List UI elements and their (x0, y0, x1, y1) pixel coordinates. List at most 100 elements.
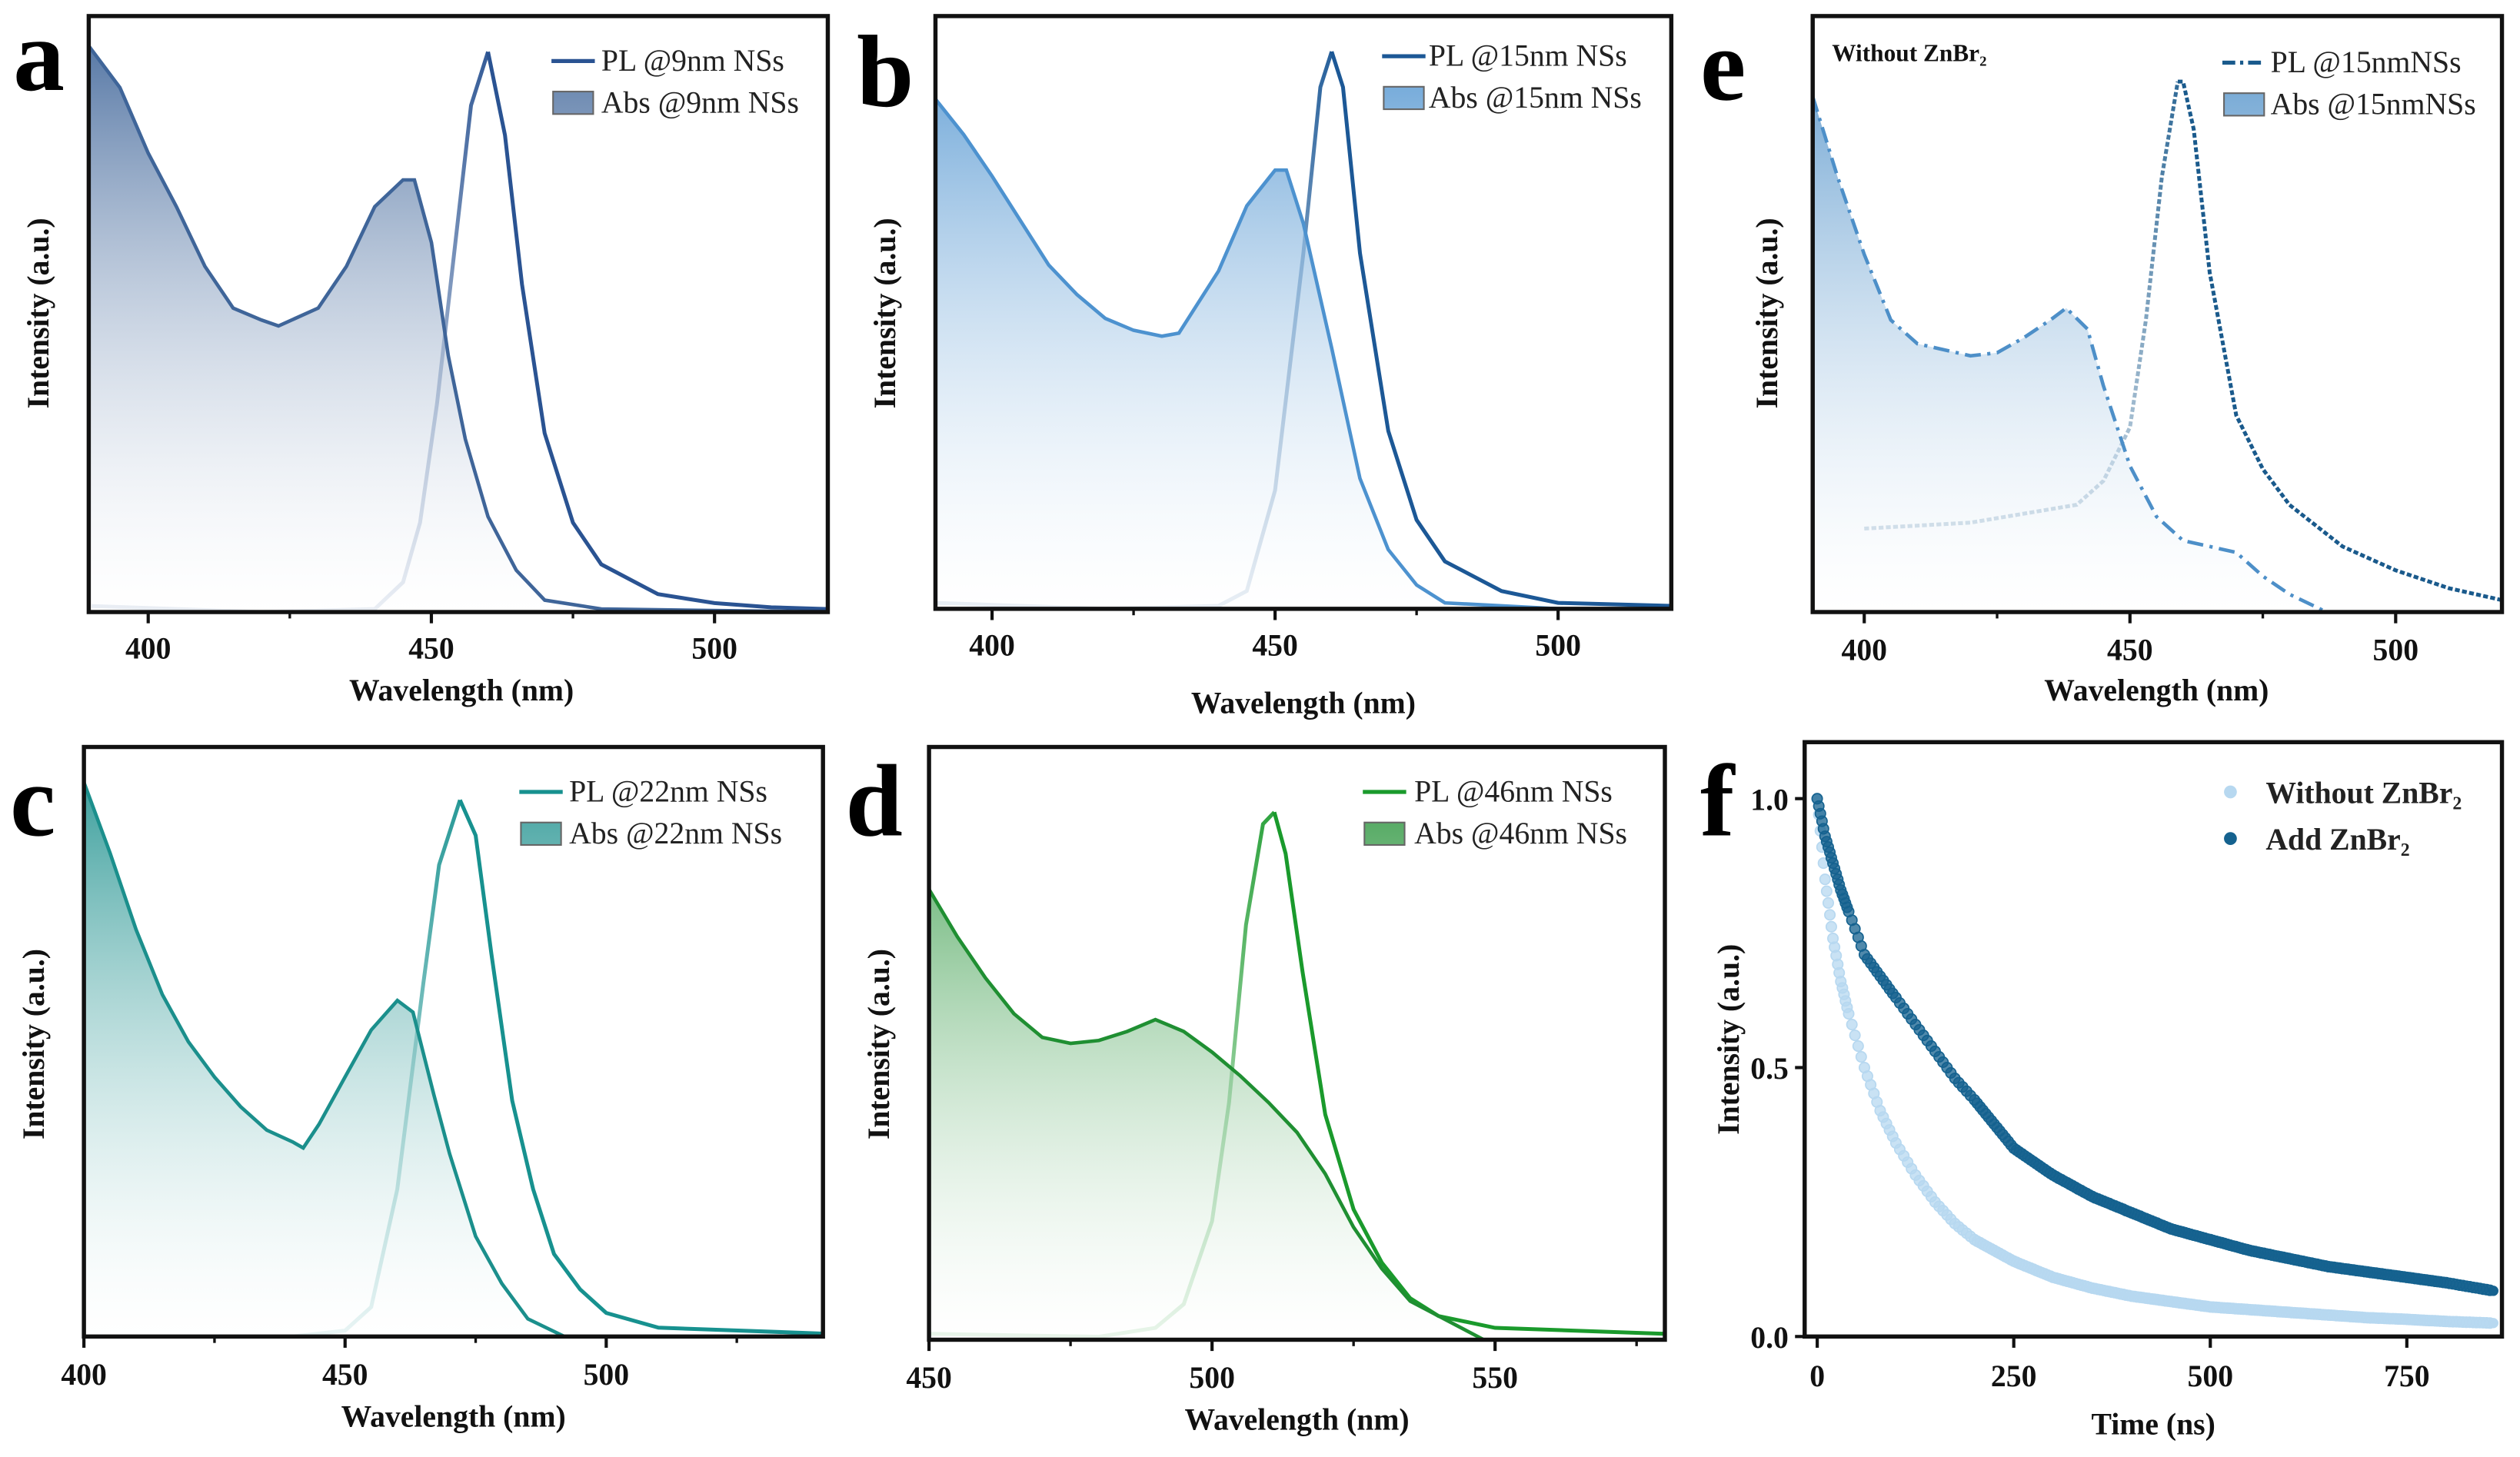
axes-frame (933, 14, 1674, 611)
x-tick-label: 0 (1809, 1359, 1825, 1393)
x-tick-label: 250 (1991, 1359, 2037, 1393)
x-tick-label: 750 (2384, 1359, 2430, 1393)
legend-label: Add ZnBr₂ (2265, 823, 2409, 857)
axes-frame (82, 744, 825, 1339)
abs-fill-area (88, 45, 828, 613)
abs-curve (934, 98, 1672, 611)
x-axis-label: Wavelength (nm) (1191, 687, 1416, 720)
data-point (1852, 1040, 1864, 1053)
legend-label: Without ZnBr₂ (2265, 777, 2462, 810)
y-axis-label: Intensity (a.u.) (862, 949, 896, 1139)
legend-marker (2224, 785, 2237, 799)
x-tick-label: 450 (2107, 634, 2153, 667)
abs-curve (82, 781, 566, 1339)
x-tick-label: 400 (61, 1358, 107, 1392)
data-point (1820, 885, 1833, 897)
panel-d: d PL @46nm NSs Abs @46nm NSs 450 500 550 Wavel… (845, 743, 1667, 1436)
data-point (1843, 1008, 1855, 1020)
y-tick-label: 1.0 (1750, 783, 1789, 817)
legend-swatch-abs (520, 821, 562, 847)
legend-swatch-abs (2223, 92, 2265, 117)
x-tick-label: 500 (584, 1358, 630, 1392)
legend-swatch-abs (1363, 821, 1406, 847)
axes-frame (1810, 14, 2505, 614)
data-point (1822, 896, 1835, 909)
pl-curve-falling (486, 51, 828, 611)
data-point (1846, 1019, 1858, 1031)
pl-curve-falling (2177, 79, 2503, 602)
legend-label: Abs @46nm NSs (1414, 817, 1627, 850)
x-tick-label: 550 (1472, 1361, 1518, 1395)
x-tick-label: 500 (691, 632, 737, 666)
x-tick-label: 500 (1535, 628, 1581, 662)
data-point (1819, 873, 1831, 886)
x-tick-label: 500 (2188, 1359, 2234, 1393)
annotation-note: Without ZnBr₂ (1832, 39, 1986, 66)
legend-label: PL @15nm NSs (1429, 39, 1627, 73)
x-tick-label: 450 (906, 1361, 952, 1395)
panel-letter: d (845, 743, 902, 857)
x-tick-label: 500 (1189, 1361, 1235, 1395)
data-point (1855, 1051, 1867, 1063)
x-axis-label: Wavelength (nm) (2044, 674, 2269, 707)
abs-curve (1811, 95, 2328, 614)
legend-label: Abs @15nmNSs (2271, 87, 2476, 121)
x-tick-label: 400 (125, 632, 171, 666)
x-axis-label: Wavelength (nm) (341, 1399, 566, 1433)
x-tick-label: 400 (969, 628, 1015, 662)
x-tick-label: 400 (1841, 634, 1887, 667)
panel-e: e PL @15nmNSs Abs @15nmNSs Without ZnBr₂ 400… (1700, 8, 2505, 707)
pl-curve-falling (1272, 811, 1666, 1336)
y-axis-label: Intensity (a.u.) (1750, 218, 1784, 408)
panel-letter: a (13, 0, 65, 112)
data-point (1825, 920, 1837, 933)
panel-letter: e (1700, 8, 1746, 122)
panel-letter: c (10, 743, 55, 857)
abs-curve (87, 45, 828, 614)
panel-f: f Without ZnBr₂ Add ZnBr₂ 0.0 0.5 1.0 0 250 500 7… (1700, 740, 2505, 1442)
abs-fill-area (929, 889, 1484, 1340)
x-axis-label: Time (ns) (2091, 1408, 2215, 1442)
data-point (1824, 909, 1836, 921)
data-point (1849, 1030, 1861, 1042)
legend-label: PL @46nm NSs (1414, 775, 1613, 809)
abs-curve (927, 888, 1485, 1342)
x-axis-label: Wavelength (nm) (1184, 1402, 1409, 1436)
pl-curve-falling (1330, 51, 1672, 608)
y-axis-label: Intensity (a.u.) (1712, 944, 1746, 1135)
legend-label: PL @15nmNSs (2271, 45, 2462, 79)
panel-c: c PL @22nm NSs Abs @22nm NSs 400 450 500 Wavel… (10, 743, 825, 1433)
legend-label: Abs @9nm NSs (601, 85, 799, 119)
legend-label: Abs @22nm NSs (569, 817, 782, 850)
y-axis-label: Intensity (a.u.) (868, 218, 902, 408)
axes-frame (927, 744, 1667, 1342)
x-tick-label: 450 (408, 632, 454, 666)
x-tick-label: 500 (2373, 634, 2419, 667)
x-tick-label: 450 (322, 1358, 368, 1392)
axes-frame (86, 14, 831, 614)
x-tick-label: 450 (1252, 628, 1298, 662)
abs-fill-area (84, 782, 565, 1337)
x-axis-label: Wavelength (nm) (349, 674, 574, 707)
y-tick-label: 0.5 (1750, 1052, 1789, 1086)
panel-letter: f (1700, 743, 1736, 857)
abs-fill-area (935, 98, 1672, 609)
legend-swatch-abs (1383, 85, 1425, 111)
pl-curve-falling (458, 799, 824, 1336)
y-axis-label: Intensity (a.u.) (17, 949, 51, 1139)
axes-frame (1803, 740, 2505, 1339)
legend-marker (2224, 832, 2237, 845)
legend-swatch-abs (552, 91, 594, 115)
legend-label: PL @9nm NSs (601, 44, 784, 78)
data-point (2488, 1318, 2498, 1329)
y-axis-label: Intensity (a.u.) (22, 218, 55, 408)
y-tick-label: 0.0 (1750, 1321, 1789, 1355)
abs-fill-area (1813, 96, 2327, 613)
panel-a: a PL @9nm NSs Abs @9nm NSs 400 450 500 Wavelen… (13, 0, 831, 707)
legend-label: Abs @15nm NSs (1429, 81, 1642, 115)
panel-letter: b (857, 15, 914, 128)
panel-b: b PL @15nm NSs Abs @15nm NSs 400 450 500 Wavel… (857, 14, 1674, 720)
data-point (2488, 1286, 2498, 1296)
legend-label: PL @22nm NSs (569, 775, 767, 809)
